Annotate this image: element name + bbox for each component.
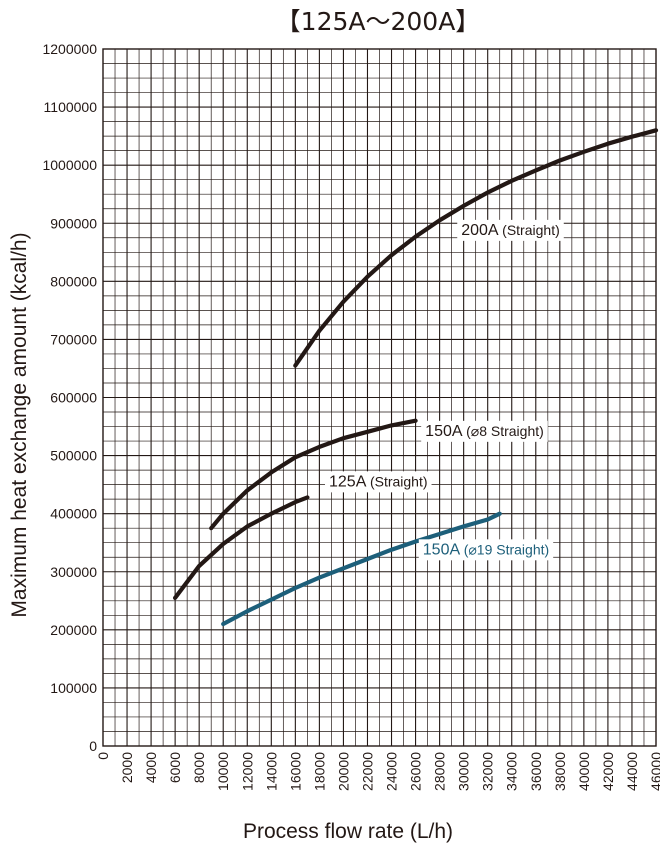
y-tick-label: 1000000 xyxy=(42,157,97,173)
y-tick-label: 0 xyxy=(89,738,97,754)
y-tick-label: 300000 xyxy=(50,564,97,580)
x-tick-label: 20000 xyxy=(335,752,351,791)
x-tick-label: 18000 xyxy=(311,752,327,791)
series-label-3: 150A (⌀19 Straight) xyxy=(418,539,554,561)
series-label-bg xyxy=(325,471,432,493)
y-tick-label: 200000 xyxy=(50,622,97,638)
y-tick-label: 700000 xyxy=(50,331,97,347)
x-tick-label: 38000 xyxy=(552,752,568,791)
plot-frame xyxy=(102,48,657,747)
series-line-2 xyxy=(173,495,310,601)
x-tick-label: 30000 xyxy=(456,752,472,791)
x-tick-label: 46000 xyxy=(648,752,660,791)
series-label-text: 200A (Straight) xyxy=(461,222,560,239)
x-tick-label: 42000 xyxy=(600,752,616,791)
chart-title: 【125A～200A】 xyxy=(276,7,481,36)
x-tick-label: 16000 xyxy=(287,752,303,791)
series-label-2: 125A (Straight) xyxy=(325,471,432,493)
x-tick-label: 14000 xyxy=(263,752,279,791)
y-tick-label: 600000 xyxy=(50,390,97,406)
x-tick-label: 26000 xyxy=(408,752,424,791)
x-tick-label: 0 xyxy=(95,752,111,760)
series-label-text: 125A (Straight) xyxy=(329,473,428,490)
y-tick-labels: 0 100000 200000 300000 400000 500000 600000 700… xyxy=(42,41,97,754)
series-label-bg xyxy=(457,219,564,241)
grid-major xyxy=(103,49,656,746)
x-tick-label: 32000 xyxy=(480,752,496,791)
x-tick-label: 6000 xyxy=(167,752,183,783)
series-labels: 200A (Straight) 150A (⌀8 Straight) 125A (S… xyxy=(325,219,564,561)
x-tick-label: 10000 xyxy=(215,752,231,791)
x-tick-label: 44000 xyxy=(624,752,640,791)
x-tick-label: 12000 xyxy=(239,752,255,791)
x-tick-label: 2000 xyxy=(119,752,135,783)
y-tick-label: 400000 xyxy=(50,506,97,522)
x-tick-label: 28000 xyxy=(432,752,448,791)
series-label-bg xyxy=(418,539,554,561)
y-tick-label: 100000 xyxy=(50,680,97,696)
x-tick-labels: 0 2000 4000 6000 8000 10000 12000 14000 16000 180… xyxy=(95,752,660,791)
series-label-text: 150A (⌀19 Straight) xyxy=(423,541,549,558)
y-tick-label: 500000 xyxy=(50,448,97,464)
y-tick-label: 800000 xyxy=(50,273,97,289)
series-lines xyxy=(173,128,659,627)
series-line-0 xyxy=(293,128,659,368)
x-tick-label: 22000 xyxy=(359,752,375,791)
series-label-1: 150A (⌀8 Straight) xyxy=(421,420,548,442)
x-tick-label: 36000 xyxy=(528,752,544,791)
series-line-1 xyxy=(209,418,418,531)
y-tick-label: 900000 xyxy=(50,215,97,231)
x-tick-label: 4000 xyxy=(143,752,159,783)
series-label-text: 150A (⌀8 Straight) xyxy=(425,423,544,440)
x-tick-label: 24000 xyxy=(384,752,400,791)
x-tick-label: 8000 xyxy=(191,752,207,783)
series-label-bg xyxy=(421,420,548,442)
y-tick-label: 1100000 xyxy=(44,99,98,115)
x-tick-label: 34000 xyxy=(504,752,520,791)
x-axis-label: Process flow rate (L/h) xyxy=(243,820,453,843)
x-tick-label: 40000 xyxy=(576,752,592,791)
y-axis-label: Maximum heat exchange amount (kcal/h) xyxy=(8,232,31,617)
series-line-3 xyxy=(221,511,502,627)
y-tick-label: 1200000 xyxy=(42,41,97,57)
series-label-0: 200A (Straight) xyxy=(457,219,564,241)
